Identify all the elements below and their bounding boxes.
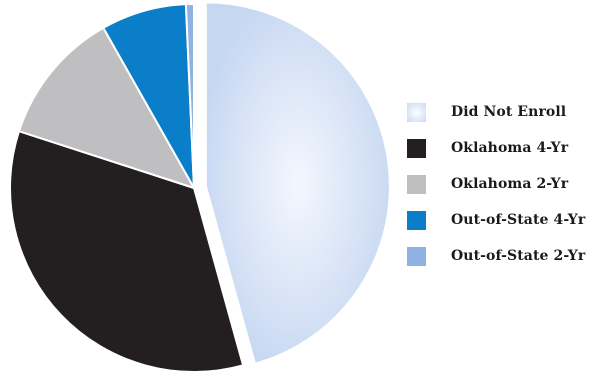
legend-label-oklahoma-4-yr: Oklahoma 4-Yr — [451, 140, 569, 156]
chart-legend: Did Not Enroll Oklahoma 4-Yr Oklahoma 2-… — [407, 101, 611, 281]
legend-item-out-of-state-2-yr: Out-of-State 2-Yr — [407, 245, 611, 267]
legend-item-out-of-state-4-yr: Out-of-State 4-Yr — [407, 209, 611, 231]
pie-slice-did-not-enroll — [204, 1, 391, 365]
legend-item-oklahoma-2-yr: Oklahoma 2-Yr — [407, 173, 611, 195]
legend-label-did-not-enroll: Did Not Enroll — [451, 104, 567, 120]
pie-slices — [9, 1, 391, 373]
pie-slice-oklahoma-2-yr — [18, 26, 195, 189]
pie-slice-out-of-state-2-yr — [184, 3, 195, 189]
legend-swatch-oklahoma-2-yr — [407, 174, 426, 194]
legend-swatch-out-of-state-2-yr — [407, 246, 426, 266]
legend-item-did-not-enroll: Did Not Enroll — [407, 101, 611, 123]
legend-label-out-of-state-4-yr: Out-of-State 4-Yr — [451, 212, 586, 228]
pie-slice-oklahoma-4-yr — [9, 130, 245, 373]
legend-swatch-did-not-enroll — [407, 102, 426, 122]
legend-swatch-oklahoma-4-yr — [407, 138, 426, 158]
legend-item-oklahoma-4-yr: Oklahoma 4-Yr — [407, 137, 611, 159]
legend-label-oklahoma-2-yr: Oklahoma 2-Yr — [451, 176, 569, 192]
legend-label-out-of-state-2-yr: Out-of-State 2-Yr — [451, 248, 586, 264]
legend-swatch-out-of-state-4-yr — [407, 210, 426, 230]
